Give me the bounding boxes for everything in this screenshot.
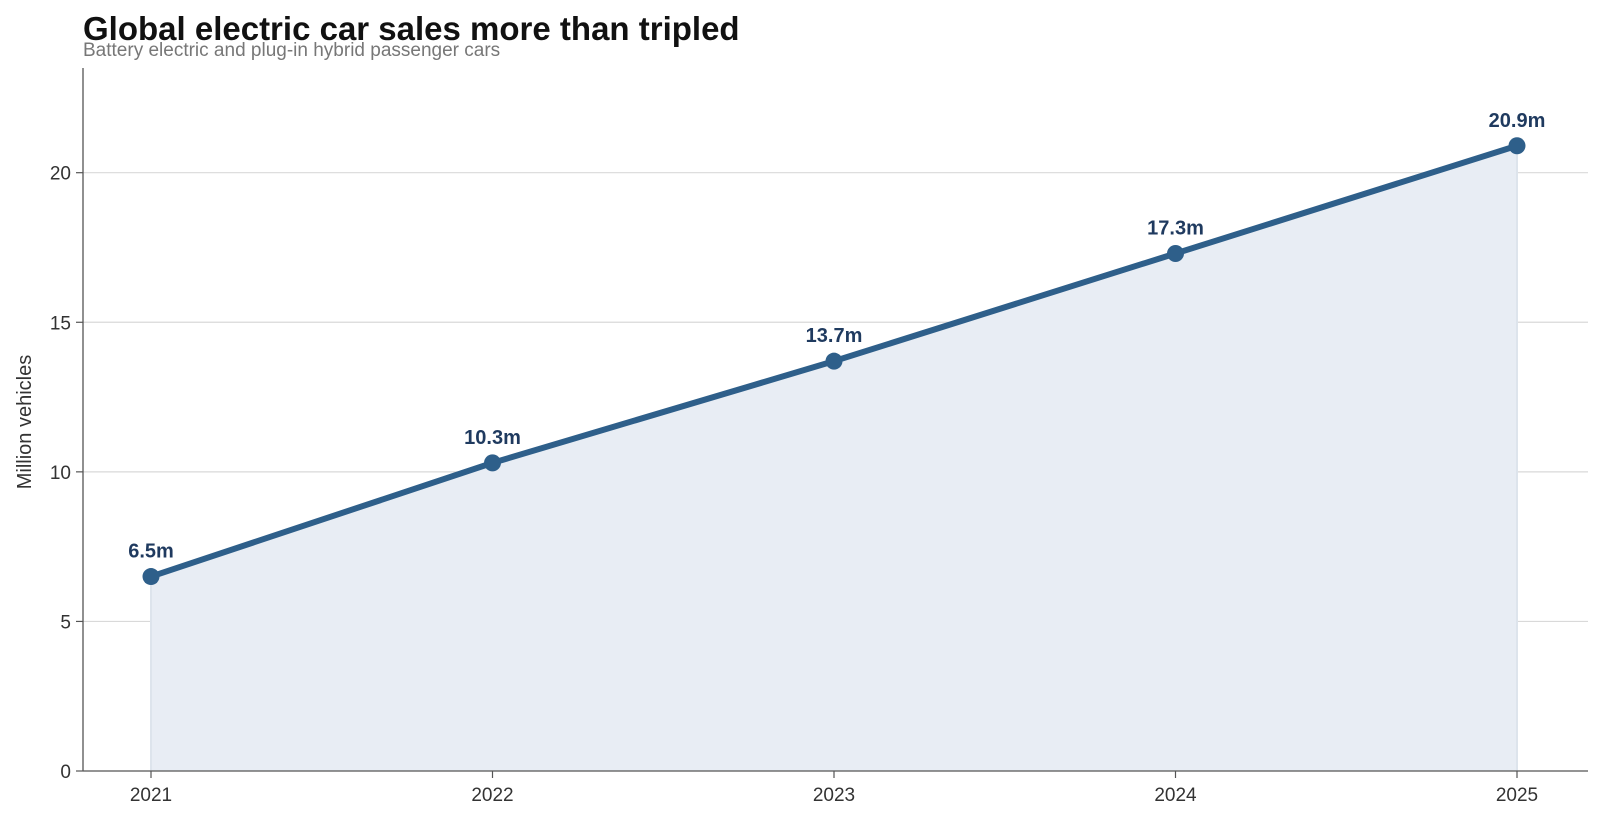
data-label-2021: 6.5m	[128, 541, 174, 563]
data-label-2024: 17.3m	[1147, 217, 1204, 239]
axis-ticks: 0 5 10 15 20 2021 2022 2023 2024 2025	[50, 164, 1538, 806]
data-labels: 6.5m 10.3m 13.7m 17.3m 20.9m	[128, 110, 1545, 563]
data-point-2021	[142, 568, 160, 586]
data-point-2023	[825, 352, 843, 370]
y-tick-label-0: 0	[60, 762, 71, 783]
y-tick-label-5: 5	[60, 612, 71, 633]
x-tick-label-2025: 2025	[1496, 785, 1538, 806]
chart-subtitle: Battery electric and plug-in hybrid pass…	[83, 40, 500, 61]
area-fill-layer	[150, 145, 1518, 772]
chart-title: Global electric car sales more than trip…	[83, 10, 740, 47]
axes	[82, 68, 1588, 772]
x-tick-label-2024: 2024	[1154, 785, 1197, 806]
data-label-2025: 20.9m	[1489, 110, 1546, 132]
x-tick-label-2022: 2022	[471, 785, 513, 806]
y-axis-label: Million vehicles	[14, 355, 36, 490]
data-label-2023: 13.7m	[806, 325, 863, 347]
area-fill	[151, 145, 1517, 772]
data-point-2024	[1167, 244, 1184, 262]
data-points	[142, 137, 1526, 586]
data-point-2025	[1508, 137, 1526, 155]
x-tick-label-2021: 2021	[130, 785, 172, 806]
data-label-2022: 10.3m	[464, 427, 521, 449]
y-tick-label-15: 15	[50, 313, 71, 334]
data-point-2022	[484, 454, 501, 472]
y-tick-label-10: 10	[50, 463, 71, 484]
x-tick-label-2023: 2023	[813, 785, 855, 806]
y-tick-label-20: 20	[50, 164, 71, 185]
